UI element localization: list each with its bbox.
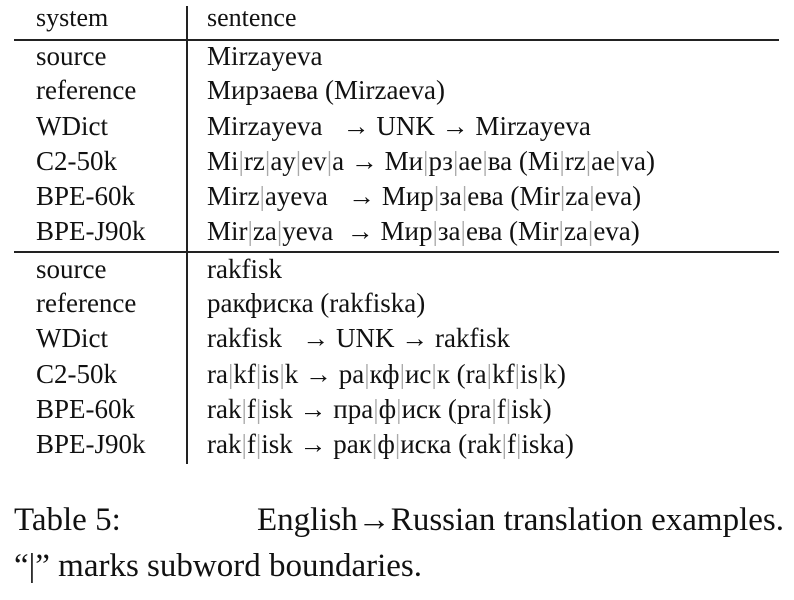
subword-boundary-mark: | bbox=[482, 146, 488, 176]
system-cell: source bbox=[36, 254, 107, 284]
caption-table-number: Table 5: bbox=[14, 502, 121, 538]
system-cell: reference bbox=[36, 288, 137, 318]
subword-boundary-mark: | bbox=[364, 359, 370, 389]
subword-boundary-mark: | bbox=[255, 394, 262, 424]
sentence-cell: Mirzayeva → UNK → Mirzayeva bbox=[207, 111, 591, 141]
subword-boundary-mark: | bbox=[373, 394, 379, 424]
caption-line-2: “|” marks subword boundaries. bbox=[14, 548, 423, 584]
table-row: BPE-J90k Mir|za|yeva → Мир|за|ева (Mir|z… bbox=[0, 213, 794, 249]
subword-boundary-mark: | bbox=[537, 359, 544, 389]
sentence-cell: Mi|rz|ay|ev|a → Ми|рз|ае|ва (Mi|rz|ae|va… bbox=[207, 146, 656, 176]
header-rule bbox=[14, 39, 779, 41]
header-system: system bbox=[36, 3, 109, 32]
subword-boundary-mark: | bbox=[399, 359, 405, 389]
sentence-cell: ra|kf|is|k → ра|кф|ис|к (ra|kf|is|k) bbox=[207, 359, 566, 389]
translation-table: system sentence source Mirzayeva referen… bbox=[0, 0, 794, 464]
subword-boundary-mark: | bbox=[264, 146, 271, 176]
subword-boundary-mark: | bbox=[615, 146, 621, 176]
table-row: WDict rakfisk → UNK → rakfisk bbox=[0, 320, 794, 356]
subword-boundary-mark: | bbox=[501, 429, 507, 459]
column-divider bbox=[186, 6, 188, 464]
sentence-cell: rakfisk bbox=[207, 254, 282, 284]
sentence-cell: rak|f|isk → пра|ф|иск (pra|f|isk) bbox=[207, 394, 552, 424]
sentence-cell: rak|f|isk → рак|ф|иска (rak|f|iska) bbox=[207, 429, 574, 459]
table-row: C2-50k Mi|rz|ay|ev|a → Ми|рз|ае|ва (Mi|r… bbox=[0, 143, 794, 179]
subword-boundary-mark: | bbox=[589, 181, 595, 211]
system-cell: WDict bbox=[36, 323, 108, 353]
subword-boundary-mark: | bbox=[452, 146, 459, 176]
subword-boundary-mark: | bbox=[394, 429, 401, 459]
subword-boundary-mark: | bbox=[238, 146, 244, 176]
sentence-cell: ракфиска (rakfiska) bbox=[207, 288, 426, 318]
table-row: source Mirzayeva bbox=[0, 38, 794, 74]
subword-boundary-mark: | bbox=[247, 216, 253, 246]
system-cell: C2-50k bbox=[36, 359, 117, 389]
subword-boundary-mark: | bbox=[514, 359, 520, 389]
system-cell: source bbox=[36, 41, 107, 71]
caption-line-1: Table 5: English→Russian translation exa… bbox=[14, 497, 784, 543]
subword-boundary-mark: | bbox=[241, 429, 247, 459]
subword-boundary-mark: | bbox=[371, 429, 378, 459]
system-cell: BPE-J90k bbox=[36, 216, 146, 246]
subword-boundary-mark: | bbox=[585, 146, 592, 176]
sentence-cell: Мирзаева (Mirzaeva) bbox=[207, 75, 445, 105]
table-row: BPE-J90k rak|f|isk → рак|ф|иска (rak|f|i… bbox=[0, 426, 794, 462]
subword-boundary-mark: | bbox=[486, 359, 493, 389]
subword-boundary-mark: | bbox=[295, 146, 302, 176]
table-row: reference Мирзаева (Mirzaeva) bbox=[0, 72, 794, 108]
table-row: BPE-60k rak|f|isk → пра|ф|иск (pra|f|isk… bbox=[0, 391, 794, 427]
sentence-cell: Mirz|ayeva → Мир|за|ева (Mir|za|eva) bbox=[207, 181, 642, 211]
table-header-row: system sentence bbox=[0, 0, 794, 36]
subword-boundary-mark: | bbox=[587, 216, 594, 246]
system-cell: reference bbox=[36, 75, 137, 105]
subword-boundary-mark: | bbox=[241, 394, 247, 424]
subword-boundary-mark: | bbox=[433, 181, 440, 211]
subword-boundary-mark: | bbox=[491, 394, 497, 424]
subword-boundary-mark: | bbox=[259, 181, 265, 211]
subword-boundary-mark: | bbox=[279, 359, 285, 389]
table-row: BPE-60k Mirz|ayeva → Мир|за|ева (Mir|za|… bbox=[0, 178, 794, 214]
subword-boundary-mark: | bbox=[227, 359, 234, 389]
subword-boundary-mark: | bbox=[515, 429, 522, 459]
subword-boundary-mark: | bbox=[423, 146, 429, 176]
header-sentence: sentence bbox=[207, 3, 297, 32]
subword-boundary-mark: | bbox=[558, 216, 564, 246]
system-cell: BPE-J90k bbox=[36, 429, 146, 459]
caption-title: English→Russian translation examples. bbox=[256, 502, 784, 538]
subword-boundary-mark: | bbox=[431, 359, 437, 389]
sentence-cell: rakfisk → UNK → rakfisk bbox=[207, 323, 510, 353]
subword-boundary-mark: | bbox=[396, 394, 402, 424]
table-caption: Table 5: English→Russian translation exa… bbox=[14, 497, 784, 589]
subword-boundary-mark: | bbox=[276, 216, 283, 246]
system-cell: BPE-60k bbox=[36, 181, 136, 211]
subword-boundary-mark: | bbox=[255, 429, 262, 459]
subword-boundary-mark: | bbox=[460, 216, 466, 246]
system-cell: BPE-60k bbox=[36, 394, 136, 424]
sentence-cell: Mir|za|yeva → Мир|за|ева (Mir|za|eva) bbox=[207, 216, 640, 246]
subword-boundary-mark: | bbox=[255, 359, 262, 389]
subword-boundary-mark: | bbox=[559, 146, 565, 176]
table-row: C2-50k ra|kf|is|k → ра|кф|ис|к (ra|kf|is… bbox=[0, 356, 794, 392]
sentence-cell: Mirzayeva bbox=[207, 41, 323, 71]
subword-boundary-mark: | bbox=[505, 394, 512, 424]
subword-boundary-mark: | bbox=[559, 181, 566, 211]
table-row: reference ракфиска (rakfiska) bbox=[0, 285, 794, 321]
group-separator-rule bbox=[14, 251, 779, 253]
subword-boundary-mark: | bbox=[326, 146, 333, 176]
system-cell: WDict bbox=[36, 111, 108, 141]
subword-boundary-mark: | bbox=[432, 216, 438, 246]
system-cell: C2-50k bbox=[36, 146, 117, 176]
table-row: source rakfisk bbox=[0, 251, 794, 287]
subword-boundary-mark: | bbox=[461, 181, 468, 211]
table-row: WDict Mirzayeva → UNK → Mirzayeva bbox=[0, 108, 794, 144]
